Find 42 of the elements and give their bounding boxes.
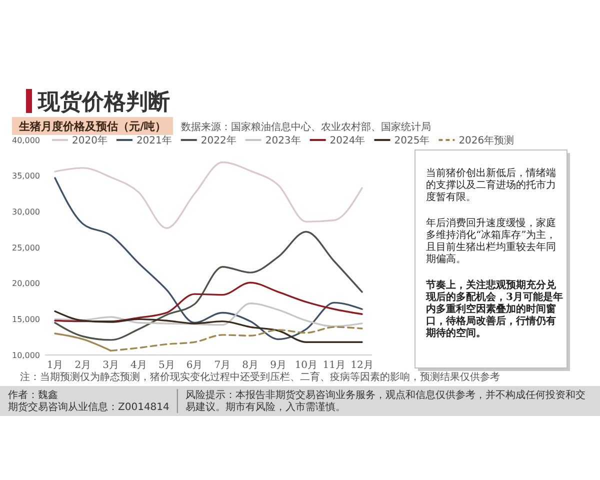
x-tick-label: 2月: [74, 360, 92, 371]
x-tick-label: 9月: [270, 360, 286, 371]
y-tick-label: 30,000: [12, 207, 40, 216]
x-tick-label: 3月: [102, 360, 120, 371]
text: 作者：魏鑫: [7, 389, 58, 401]
source-note: 数据来源：国家粮油信息中心、农业农村部、国家统计局: [181, 121, 432, 133]
chart-subtitle: 生猪月度价格及预估（元/吨）: [18, 120, 166, 133]
x-tick-label: 12月: [350, 360, 374, 371]
y-tick-label: 40,000: [12, 136, 40, 145]
x-tick-label: 7月: [214, 360, 231, 371]
y-tick-label: 35,000: [12, 172, 40, 181]
text: 当前猪价创出新低后，情绪端的支撑以及二育进场的托市力度暂有限。: [426, 167, 556, 203]
y-tick-label: 10,000: [12, 350, 40, 360]
line-series: [54, 282, 363, 322]
x-tick-label: 8月: [242, 360, 259, 371]
legend-label: 2022年: [200, 134, 236, 146]
text: 期货交易咨询从业信息：Z0014814: [8, 401, 170, 413]
text: 年后消费回升速度缓慢，家庭多维持消化“冰箱库存”为主，且目前生猪出栏均重较去年同期偏高。: [426, 217, 556, 265]
text: 风险提示：本报告非期货交易咨询业务服务，观点和信息仅供参考，并不构成任何投资和交易建议。期市有风险，入市需谨慎。: [185, 389, 586, 413]
line-series: [54, 161, 363, 229]
line-series: [54, 310, 363, 343]
line-series: [54, 177, 363, 340]
legend-label: 2021年: [136, 134, 172, 146]
x-tick-label: 4月: [130, 360, 147, 371]
chart-title: 现货价格判断: [37, 90, 170, 115]
legend-label: 2024年: [330, 134, 366, 146]
line-series: [54, 230, 363, 341]
x-tick-label: 5月: [158, 360, 175, 371]
text: 注：当期预测仅为静态预测，猪价现实变化过程中还受到压栏、二育、疫病等因素的影响，预测结果仅供参考: [20, 371, 500, 383]
x-tick-label: 10月: [294, 360, 318, 371]
line-series: [54, 302, 363, 328]
text: 节奏上，关注悲观预期充分兑现后的多配机会，3月可能是年内多重利空因素叠加的时间窗口，待格局改善后，行情仍有期待的空间。: [425, 279, 563, 339]
legend-label: 2020年: [72, 134, 108, 146]
legend-label: 2025年: [394, 134, 430, 146]
y-tick-label: 15,000: [12, 314, 40, 324]
legend-label: 2026年预测: [458, 134, 514, 146]
y-tick-label: 25,000: [12, 243, 40, 252]
legend-label: 2023年: [265, 134, 301, 146]
y-tick-label: 20,000: [12, 279, 40, 288]
x-tick-label: 11月: [322, 360, 346, 371]
x-tick-label: 1月: [46, 360, 64, 371]
x-tick-label: 6月: [186, 360, 203, 371]
